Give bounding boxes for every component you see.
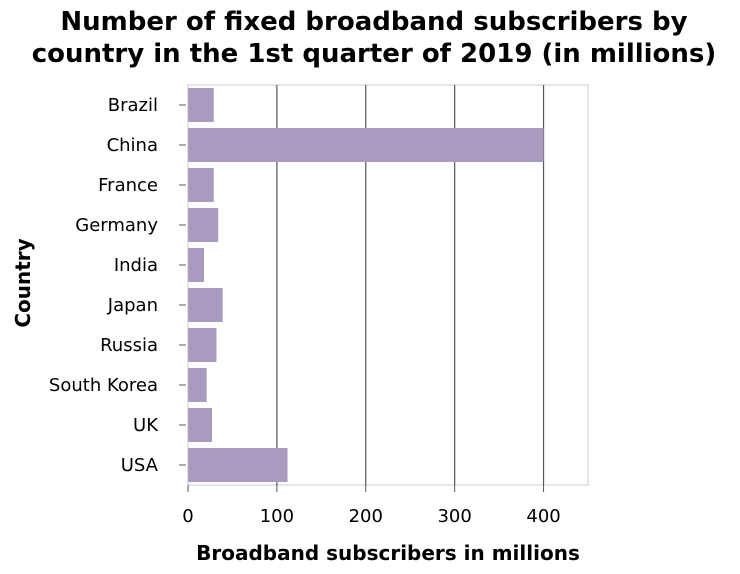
y-tick-label-brazil: Brazil — [108, 95, 158, 116]
y-tick-label-russia: Russia — [100, 335, 158, 356]
x-tick-label-400: 400 — [526, 506, 560, 527]
bar-south-korea — [188, 368, 207, 402]
x-tick-label-200: 200 — [349, 506, 383, 527]
bar-india — [188, 248, 204, 282]
y-axis: Brazil China France Germany India Japan Russia… — [49, 95, 186, 476]
y-tick-label-india: India — [114, 255, 158, 276]
x-axis-title: Broadband subscribers in millions — [196, 541, 580, 565]
y-tick-label-south-korea: South Korea — [49, 375, 158, 396]
bar-france — [188, 168, 214, 202]
bar-brazil — [188, 88, 214, 122]
y-axis-title: Country — [11, 238, 35, 327]
bar-china — [188, 128, 544, 162]
y-tick-label-china: China — [107, 135, 158, 156]
chart-title-line-1: Number of fixed broadband subscribers by — [60, 7, 687, 37]
bar-usa — [188, 448, 288, 482]
x-axis: 0 100 200 300 400 — [182, 485, 561, 527]
x-tick-label-300: 300 — [437, 506, 471, 527]
y-tick-label-uk: UK — [133, 415, 159, 436]
bar-uk — [188, 408, 212, 442]
bars — [188, 88, 544, 482]
x-tick-label-0: 0 — [182, 506, 193, 527]
y-tick-label-france: France — [98, 175, 158, 196]
chart-title-line-2: country in the 1st quarter of 2019 (in m… — [32, 39, 717, 69]
y-tick-label-germany: Germany — [75, 215, 158, 236]
x-tick-label-100: 100 — [260, 506, 294, 527]
y-tick-label-japan: Japan — [107, 295, 158, 316]
bar-germany — [188, 208, 219, 242]
plot-area — [187, 84, 589, 486]
y-tick-label-usa: USA — [121, 455, 159, 476]
bar-japan — [188, 288, 223, 322]
bar-russia — [188, 328, 217, 362]
